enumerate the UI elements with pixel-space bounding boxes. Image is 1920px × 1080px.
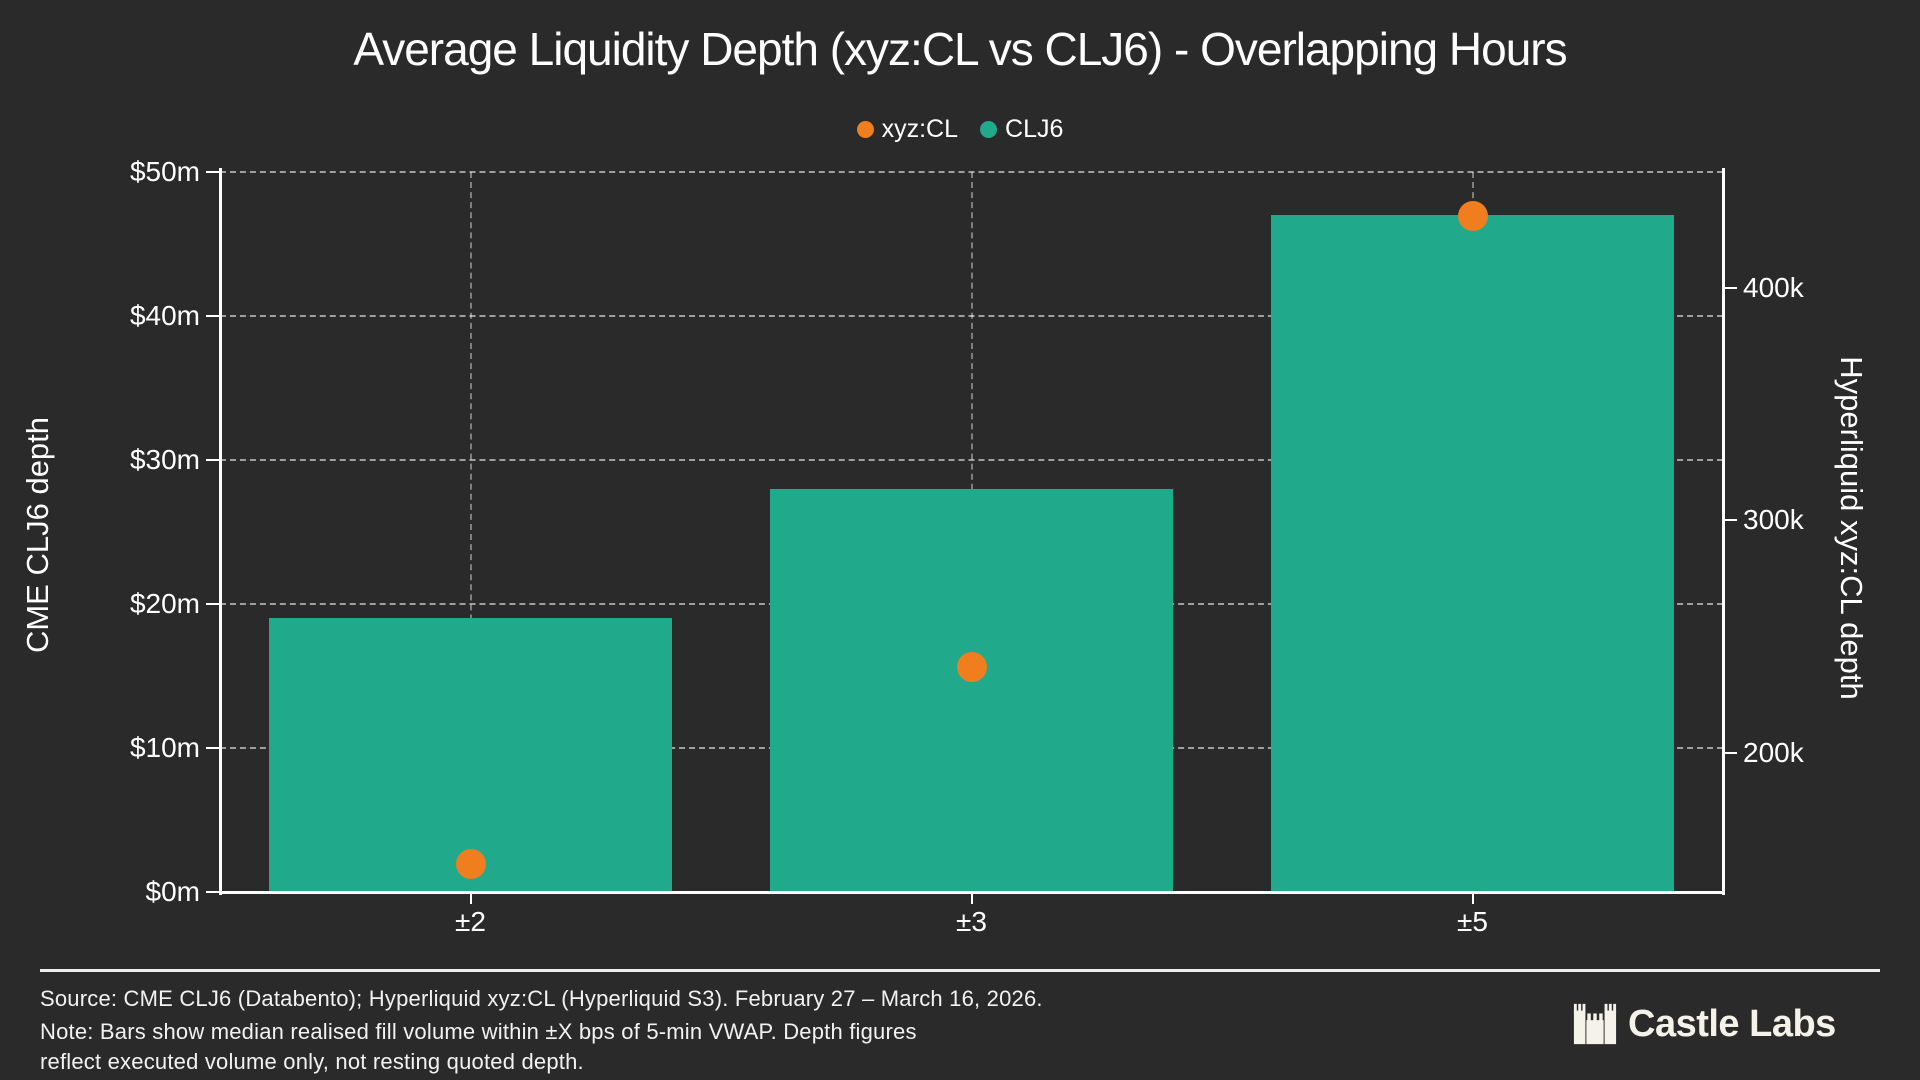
bar-±2: [269, 618, 672, 892]
gridline-h-$50m: [220, 171, 1723, 173]
legend: xyz:CL CLJ6: [0, 112, 1920, 146]
legend-item-xyzcl: xyz:CL: [856, 114, 959, 144]
left-axis-title: CME CLJ6 depth: [20, 416, 55, 654]
y-tick-label-left-$30m: $30m: [129, 444, 200, 475]
right-tick-200k: [1724, 751, 1737, 754]
brand-name: Castle Labs: [1628, 1002, 1836, 1045]
x-tick-±2: [469, 892, 472, 904]
right-tick-300k: [1724, 519, 1737, 522]
left-tick-$30m: [206, 459, 219, 461]
y-tick-label-left-$0m: $0m: [145, 876, 200, 907]
left-tick-$50m: [206, 171, 219, 173]
x-tick-±3: [970, 892, 973, 904]
x-tick-label-±2: ±2: [455, 906, 486, 937]
right-tick-400k: [1724, 287, 1737, 290]
legend-item-clj6: CLJ6: [980, 115, 1063, 144]
bar-±5: [1271, 215, 1674, 892]
footer-divider: [40, 969, 1880, 972]
dot-±2: [455, 849, 486, 880]
gridline-h-$40m: [220, 315, 1723, 317]
legend-marker-xyzcl-icon: [856, 120, 874, 138]
left-tick-$0m: [206, 891, 219, 893]
dot-±5: [1457, 201, 1488, 232]
gridline-h-$30m: [220, 459, 1723, 461]
castle-icon: [1573, 1003, 1617, 1045]
y-tick-label-left-$20m: $20m: [129, 588, 200, 619]
footer-note-line2: reflect executed volume only, not restin…: [40, 1049, 584, 1074]
footer-note-line1: Note: Bars show median realised fill vol…: [40, 1019, 917, 1044]
left-tick-$10m: [206, 747, 219, 749]
y-tick-label-right-300k: 300k: [1743, 504, 1804, 536]
bar-±3: [770, 488, 1173, 892]
left-axis-line: [218, 168, 222, 895]
y-tick-label-right-400k: 400k: [1743, 272, 1804, 304]
dot-±3: [956, 651, 987, 682]
legend-marker-clj6-icon: [980, 120, 998, 138]
y-tick-label-right-200k: 200k: [1743, 736, 1804, 768]
right-axis-line: [1721, 168, 1725, 895]
x-tick-label-±3: ±3: [956, 906, 987, 937]
brand-logo: Castle Labs: [1572, 998, 1880, 1050]
x-tick-label-±5: ±5: [1457, 906, 1488, 937]
y-tick-label-left-$10m: $10m: [129, 732, 200, 763]
page-title: Average Liquidity Depth (xyz:CL vs CLJ6)…: [353, 23, 1567, 75]
x-tick-±5: [1471, 892, 1474, 904]
legend-label-clj6: CLJ6: [1005, 114, 1064, 143]
y-tick-label-left-$40m: $40m: [129, 300, 200, 331]
legend-label-xyzcl: xyz:CL: [881, 114, 959, 143]
footer-source-line: Source: CME CLJ6 (Databento); Hyperliqui…: [40, 986, 1043, 1011]
gridline-v-±2: [469, 172, 472, 892]
left-tick-$20m: [206, 603, 219, 605]
y-tick-label-left-$50m: $50m: [129, 156, 200, 187]
left-tick-$40m: [206, 315, 219, 317]
